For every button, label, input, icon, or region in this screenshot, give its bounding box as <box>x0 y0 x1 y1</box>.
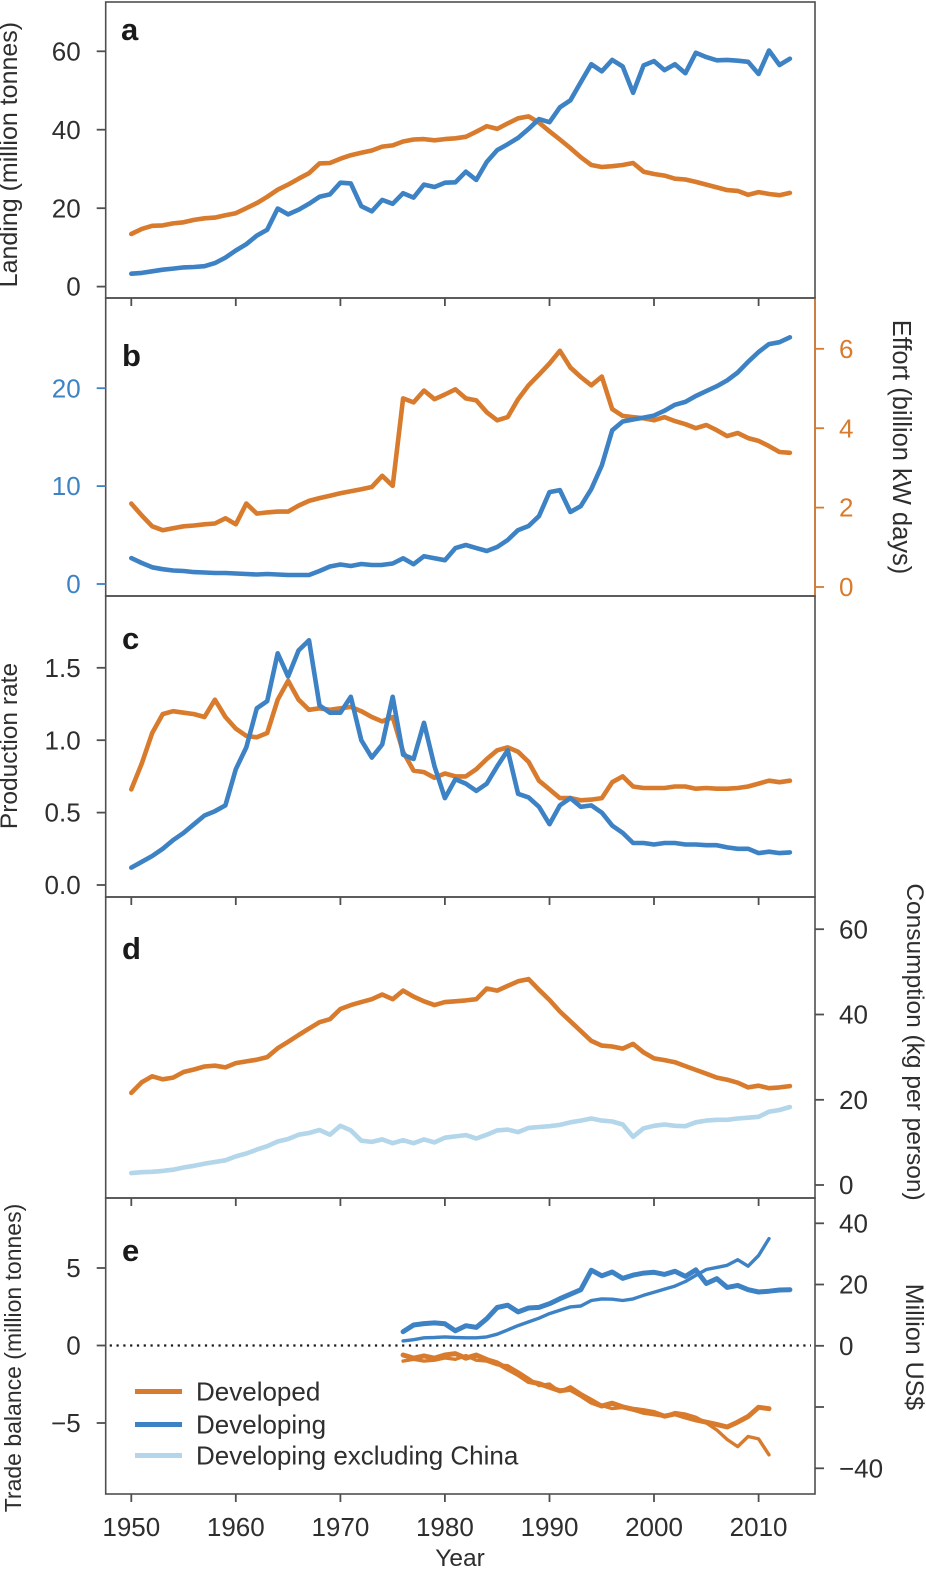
svg-text:e: e <box>122 1233 139 1268</box>
svg-text:Production rate: Production rate <box>0 663 23 829</box>
svg-text:2010: 2010 <box>730 1512 788 1542</box>
svg-text:Developed: Developed <box>196 1377 320 1407</box>
svg-text:−5: −5 <box>51 1408 81 1438</box>
svg-text:0: 0 <box>839 1331 853 1361</box>
svg-text:Effort (billion kW days): Effort (billion kW days) <box>887 320 915 575</box>
svg-text:0: 0 <box>839 572 853 602</box>
svg-text:10: 10 <box>52 471 81 501</box>
svg-text:20: 20 <box>839 1085 868 1115</box>
svg-text:40: 40 <box>839 1000 868 1030</box>
svg-text:c: c <box>122 621 139 656</box>
svg-text:1970: 1970 <box>311 1512 369 1542</box>
svg-text:0: 0 <box>66 569 80 599</box>
svg-text:2000: 2000 <box>625 1512 683 1542</box>
svg-text:0.5: 0.5 <box>45 798 81 828</box>
svg-text:Year: Year <box>435 1545 485 1572</box>
svg-text:Landing (million tonnes): Landing (million tonnes) <box>0 22 23 287</box>
svg-text:0: 0 <box>839 1170 853 1200</box>
svg-text:1960: 1960 <box>207 1512 265 1542</box>
svg-text:1.0: 1.0 <box>45 725 81 755</box>
svg-text:−40: −40 <box>839 1453 883 1483</box>
svg-text:Consumption (kg per person): Consumption (kg per person) <box>901 883 926 1200</box>
svg-text:Million US$: Million US$ <box>900 1284 926 1411</box>
svg-text:40: 40 <box>52 115 81 145</box>
svg-text:0: 0 <box>66 272 80 302</box>
svg-text:1950: 1950 <box>102 1512 160 1542</box>
svg-text:1990: 1990 <box>521 1512 579 1542</box>
svg-text:20: 20 <box>52 373 81 403</box>
svg-text:0: 0 <box>66 1331 80 1361</box>
svg-text:a: a <box>121 12 139 47</box>
svg-text:2: 2 <box>839 493 853 523</box>
svg-text:1.5: 1.5 <box>45 653 81 683</box>
svg-text:6: 6 <box>839 334 853 364</box>
svg-text:d: d <box>122 931 141 966</box>
svg-text:1980: 1980 <box>416 1512 474 1542</box>
svg-text:Developing excluding China: Developing excluding China <box>196 1441 519 1471</box>
svg-text:5: 5 <box>66 1253 80 1283</box>
svg-text:b: b <box>122 338 141 373</box>
svg-text:Developing: Developing <box>196 1410 326 1440</box>
svg-text:60: 60 <box>839 914 868 944</box>
svg-text:4: 4 <box>839 413 853 443</box>
svg-text:20: 20 <box>52 193 81 223</box>
svg-text:20: 20 <box>839 1270 868 1300</box>
svg-text:40: 40 <box>839 1208 868 1238</box>
svg-text:0.0: 0.0 <box>45 870 81 900</box>
svg-text:Trade balance (million tonnes): Trade balance (million tonnes) <box>0 1204 26 1513</box>
svg-text:60: 60 <box>52 36 81 66</box>
